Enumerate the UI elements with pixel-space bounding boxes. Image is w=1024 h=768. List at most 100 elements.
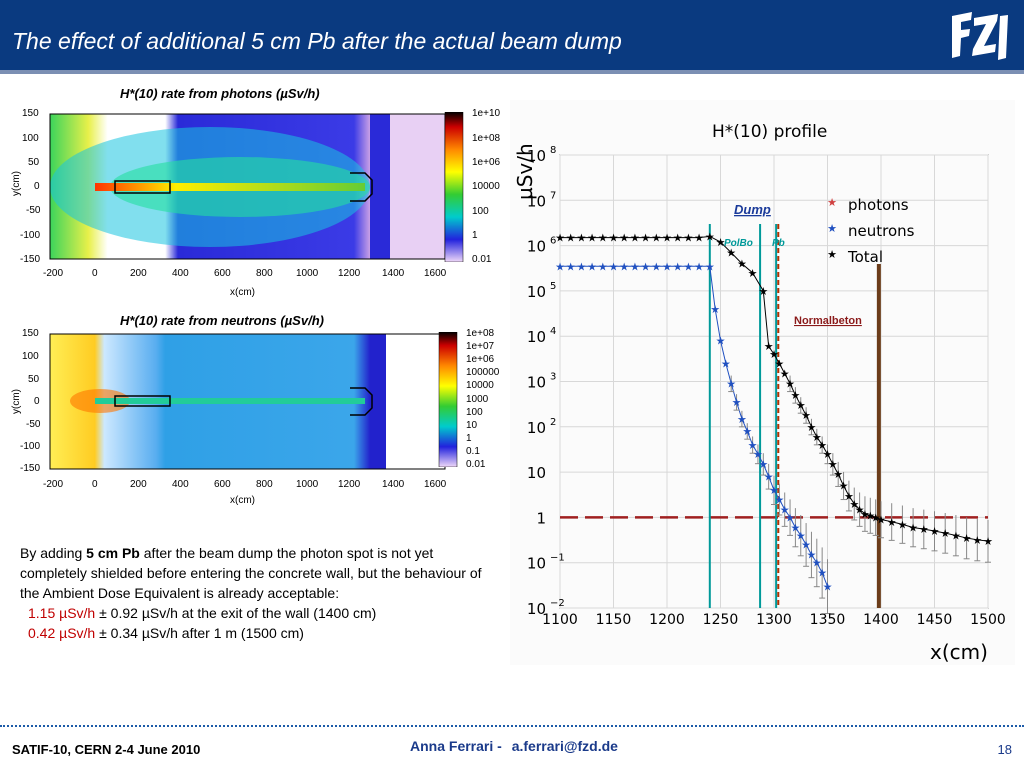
data-point: ★ [673,260,683,273]
y-tick: 100 [22,133,39,144]
chart-grid [559,154,989,609]
result-rest: ± 0.34 µSv/h after 1 m (1500 cm) [95,625,304,641]
data-point: ★ [812,557,822,570]
description: By adding 5 cm Pb after the beam dump th… [20,543,500,643]
data-point: ★ [651,232,661,245]
x-tick-label: 1200 [649,612,685,628]
data-point: ★ [641,260,651,273]
x-tick: 1200 [338,268,361,279]
colorbar-label: 100 [466,407,483,418]
data-point: ★ [785,511,795,524]
result-line-2: 0.42 µSv/h ± 0.34 µSv/h after 1 m (1500 … [20,623,500,643]
data-point: ★ [796,399,806,412]
y-tick: 100 [22,351,39,362]
data-point: ★ [823,448,833,461]
chart-x-ticks: 1100 1150 1200 1250 1300 1350 1400 1450 1500 [542,612,1006,628]
y-tick-label: 10 [527,238,546,256]
data-point: ★ [609,260,619,273]
footer-author-name: Anna Ferrari - [410,738,502,754]
data-point: ★ [764,470,774,483]
x-tick: 1600 [424,268,447,279]
chart-x-label: x(cm) [930,640,988,664]
data-point: ★ [737,413,747,426]
data-point: ★ [683,232,693,245]
data-point: ★ [876,513,886,526]
data-point: ★ [871,511,881,524]
data-point: ★ [807,421,817,434]
x-tick-label: 1500 [970,612,1006,628]
colorbar-label: 1 [466,433,472,444]
x-tick: 1400 [382,479,405,490]
header-rule [0,70,1024,74]
data-point: ★ [710,303,720,316]
data-point: ★ [769,484,779,497]
data-point: ★ [721,357,731,370]
colorbar-label: 1e+08 [466,328,495,339]
x-tick: 1000 [296,479,319,490]
colorbar-label: 1e+07 [466,341,495,352]
chart-series: ★ ★ ★ ★ ★ ★ ★ ★ ★ ★ ★ ★ ★ ★ ★ ★★★★★★★★★★★★★★★★★★★★★★★★★… [555,230,993,615]
data-point: ★ [737,258,747,271]
data-point: ★ [619,260,629,273]
legend-label: photons [848,196,909,214]
result-line-1: 1.15 µSv/h ± 0.92 µSv/h at the exit of t… [20,603,500,623]
dump-label: Dump [734,202,771,217]
result-value: 1.15 µSv/h [28,605,96,621]
data-point: ★ [817,439,827,452]
data-point: ★ [817,567,827,580]
photons-y-label: y(cm) [11,171,22,196]
result-value: 0.42 µSv/h [28,625,96,641]
y-tick: 150 [22,328,39,339]
photons-x-label: x(cm) [230,287,255,298]
y-tick: 0 [34,181,40,192]
x-tick: 800 [256,268,273,279]
data-point: ★ [566,232,576,245]
data-point: ★ [758,458,768,471]
colorbar-label: 1000 [466,394,489,405]
data-point: ★ [908,521,918,534]
data-point: ★ [812,431,822,444]
data-point: ★ [860,508,870,521]
data-point: ★ [732,396,742,409]
colorbar-label: 0.01 [472,254,492,265]
page-number: 18 [997,742,1012,757]
x-tick: 600 [214,268,231,279]
legend-marker: ★ [827,222,837,235]
colorbar-label: 10000 [472,181,500,192]
neutrons-map [49,333,446,470]
legend-marker: ★ [827,196,837,209]
data-point: ★ [983,535,993,548]
colorbar-label: 1e+06 [472,157,501,168]
data-point: ★ [673,232,683,245]
footer-rule [0,725,1024,727]
colorbar-label: 100000 [466,367,500,378]
y-tick-exponent: 4 [550,326,556,337]
normalbeton-label: Normalbeton [794,315,862,327]
legend-marker: ★ [827,248,837,261]
y-tick: 150 [22,108,39,119]
y-tick-exponent: 5 [550,281,556,292]
data-point: ★ [726,378,736,391]
data-point: ★ [705,260,715,273]
data-point: ★ [598,260,608,273]
data-point: ★ [796,529,806,542]
description-highlight: 5 cm Pb [86,545,140,561]
data-point: ★ [930,525,940,538]
footer-author-email[interactable]: a.ferrari@fzd.de [511,738,618,754]
neutrons-x-label: x(cm) [230,495,255,506]
y-tick-exponent: 3 [550,372,556,383]
y-tick: -150 [20,463,41,474]
y-tick-label: 10 [527,283,546,301]
chart-vertical-lines [708,223,881,608]
pb-label: Pb [772,238,785,249]
colorbar-label: 0.1 [466,446,480,457]
data-point: ★ [748,439,758,452]
y-tick-label: 10 [527,374,546,392]
legend-label: neutrons [848,222,915,240]
data-point: ★ [662,260,672,273]
x-tick: 200 [130,479,147,490]
data-point: ★ [758,285,768,298]
y-tick-exponent: 8 [550,145,556,156]
data-point: ★ [587,260,597,273]
x-tick: 1600 [424,479,447,490]
